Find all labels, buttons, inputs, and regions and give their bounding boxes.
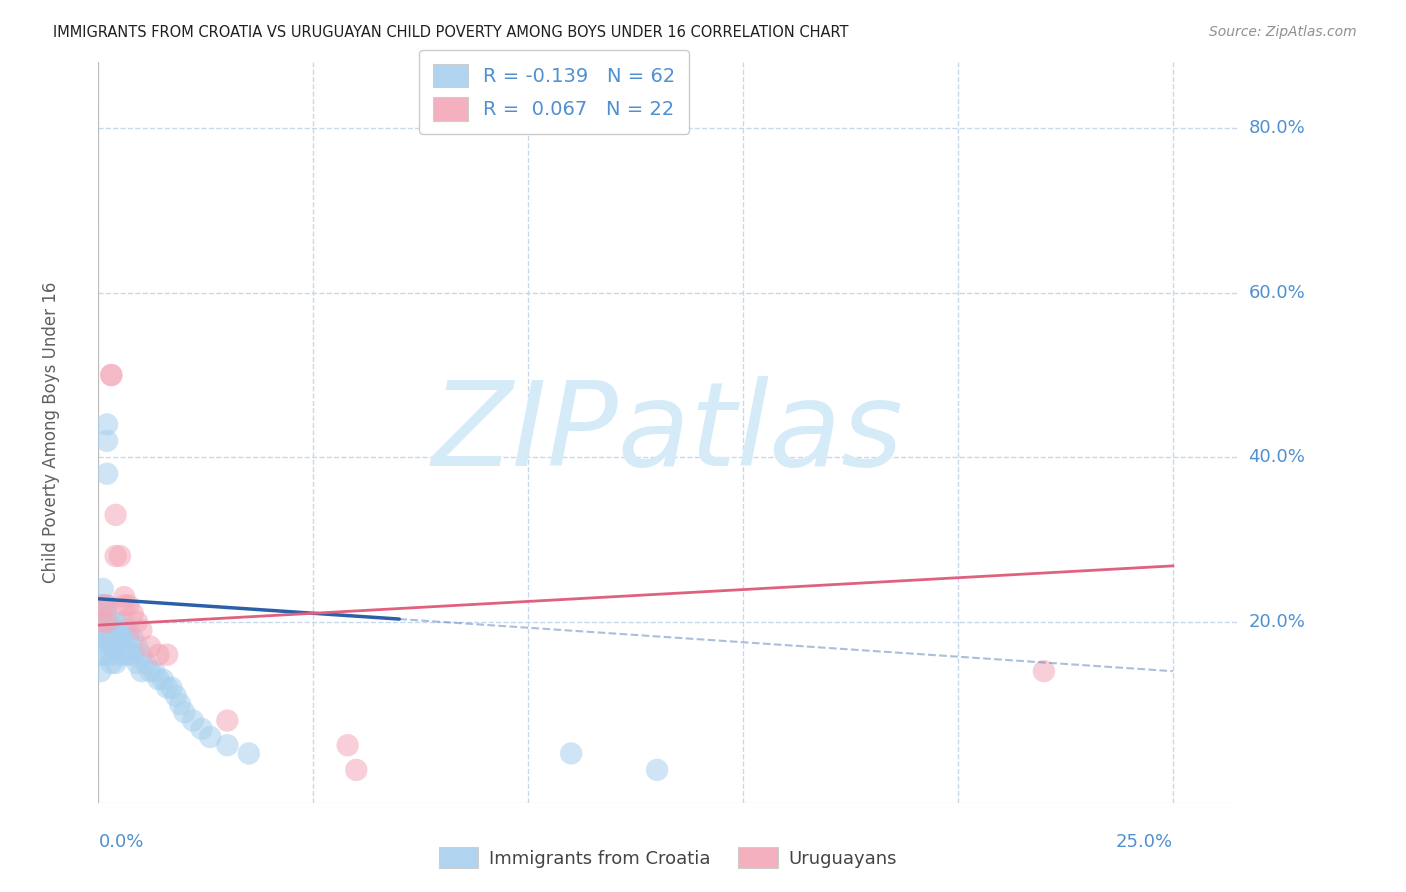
- Text: 60.0%: 60.0%: [1249, 284, 1305, 301]
- Point: [96, 599, 118, 613]
- Point: [96, 417, 118, 432]
- Text: 80.0%: 80.0%: [1249, 120, 1305, 137]
- Point: [91, 648, 114, 662]
- Point: [98, 615, 121, 629]
- Point: [344, 763, 367, 777]
- Point: [127, 615, 149, 629]
- Point: [198, 730, 221, 744]
- Text: 25.0%: 25.0%: [1116, 833, 1173, 851]
- Point: [112, 623, 135, 637]
- Text: 0.0%: 0.0%: [98, 833, 143, 851]
- Point: [560, 747, 582, 761]
- Legend: Immigrants from Croatia, Uruguayans: Immigrants from Croatia, Uruguayans: [432, 840, 904, 875]
- Point: [90, 632, 112, 646]
- Point: [108, 623, 131, 637]
- Point: [139, 664, 162, 678]
- Point: [91, 615, 114, 629]
- Point: [127, 656, 149, 670]
- Point: [94, 599, 117, 613]
- Point: [156, 681, 179, 695]
- Point: [91, 615, 114, 629]
- Point: [148, 648, 170, 662]
- Point: [96, 467, 118, 481]
- Point: [117, 599, 139, 613]
- Point: [104, 508, 127, 522]
- Point: [121, 607, 143, 621]
- Text: IMMIGRANTS FROM CROATIA VS URUGUAYAN CHILD POVERTY AMONG BOYS UNDER 16 CORRELATI: IMMIGRANTS FROM CROATIA VS URUGUAYAN CHI…: [53, 25, 849, 40]
- Text: 40.0%: 40.0%: [1249, 449, 1305, 467]
- Point: [117, 648, 139, 662]
- Point: [152, 673, 174, 687]
- Point: [117, 623, 139, 637]
- Point: [100, 368, 122, 382]
- Point: [100, 615, 122, 629]
- Point: [169, 697, 191, 711]
- Point: [143, 664, 166, 678]
- Point: [91, 582, 114, 596]
- Point: [112, 632, 135, 646]
- Point: [100, 656, 122, 670]
- Point: [104, 656, 127, 670]
- Point: [336, 738, 359, 752]
- Point: [112, 590, 135, 604]
- Point: [108, 549, 131, 563]
- Point: [91, 599, 114, 613]
- Point: [100, 368, 122, 382]
- Point: [108, 632, 131, 646]
- Point: [100, 632, 122, 646]
- Text: 20.0%: 20.0%: [1249, 613, 1305, 631]
- Point: [121, 648, 143, 662]
- Point: [181, 714, 204, 728]
- Point: [104, 632, 127, 646]
- Point: [91, 599, 114, 613]
- Point: [238, 747, 260, 761]
- Point: [173, 706, 195, 720]
- Point: [90, 648, 112, 662]
- Point: [90, 615, 112, 629]
- Point: [148, 673, 170, 687]
- Point: [104, 615, 127, 629]
- Point: [96, 615, 118, 629]
- Point: [104, 640, 127, 654]
- Point: [112, 648, 135, 662]
- Point: [96, 434, 118, 448]
- Point: [121, 632, 143, 646]
- Point: [112, 615, 135, 629]
- Point: [135, 656, 157, 670]
- Point: [98, 632, 121, 646]
- Point: [108, 648, 131, 662]
- Point: [131, 648, 153, 662]
- Point: [217, 714, 239, 728]
- Point: [117, 632, 139, 646]
- Point: [96, 632, 118, 646]
- Point: [90, 599, 112, 613]
- Point: [104, 549, 127, 563]
- Point: [645, 763, 668, 777]
- Point: [165, 689, 187, 703]
- Text: Child Poverty Among Boys Under 16: Child Poverty Among Boys Under 16: [42, 282, 59, 583]
- Point: [160, 681, 183, 695]
- Point: [100, 648, 122, 662]
- Point: [131, 664, 153, 678]
- Point: [100, 640, 122, 654]
- Point: [156, 648, 179, 662]
- Point: [190, 722, 212, 736]
- Point: [1032, 664, 1054, 678]
- Point: [112, 599, 135, 613]
- Point: [131, 623, 153, 637]
- Point: [217, 738, 239, 752]
- Text: Source: ZipAtlas.com: Source: ZipAtlas.com: [1209, 25, 1357, 39]
- Point: [94, 632, 117, 646]
- Point: [91, 632, 114, 646]
- Point: [94, 615, 117, 629]
- Text: ZIPatlas: ZIPatlas: [432, 376, 904, 490]
- Point: [139, 640, 162, 654]
- Point: [127, 640, 149, 654]
- Point: [90, 664, 112, 678]
- Point: [96, 599, 118, 613]
